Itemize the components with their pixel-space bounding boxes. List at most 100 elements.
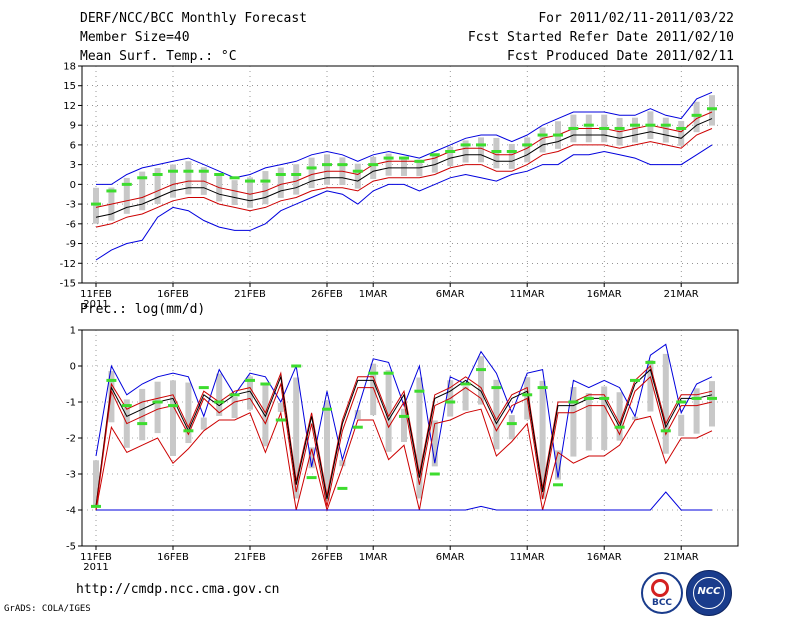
prec-ytick-label: -2 [66, 434, 76, 445]
prec-ensemble-box [585, 393, 592, 451]
prec-ensemble-box [370, 363, 377, 416]
temp-ytick-label: -15 [60, 279, 76, 290]
source-url[interactable]: http://cmdp.ncc.cma.gov.cn [76, 582, 280, 597]
temp-ensemble-box [431, 153, 438, 173]
temp-xtick-label: 21MAR [664, 289, 699, 300]
prec-ensemble-box [478, 356, 484, 405]
temp-ensemble-box [385, 153, 392, 176]
prec-ensemble-box [354, 410, 361, 420]
temp-ensemble-box [123, 177, 130, 214]
temp-ensemble-box [170, 164, 176, 198]
temp-series-max-line [96, 91, 713, 185]
temp-ensemble-box [370, 156, 377, 179]
prec-series-mean-line [95, 368, 713, 507]
prec-xtick-label: 21MAR [664, 552, 699, 563]
prec-ytick-label: -3 [66, 470, 76, 481]
prec-xtick-label: 1MAR [359, 552, 388, 563]
prec-ensemble-box [462, 386, 469, 411]
temp-ensemble-box [231, 180, 238, 206]
prec-ytick-label: -1 [66, 398, 76, 409]
chart-title: DERF/NCC/BCC Monthly Forecast [80, 11, 307, 26]
prec-ensemble-box [616, 392, 623, 441]
temp-series-mean-line [95, 118, 713, 218]
prec-ensemble-box [170, 380, 176, 456]
temp-ensemble-box [632, 117, 638, 143]
prec-ensemble-box [308, 447, 315, 469]
prec-ensemble-box [693, 388, 700, 434]
prec-ensemble-box [601, 386, 608, 450]
temp-ensemble-box [401, 156, 407, 176]
temp-ytick-label: 15 [63, 81, 76, 92]
prec-ytick-label: 0 [70, 362, 76, 373]
member-size: Member Size=40 [80, 30, 190, 45]
temp-frame [81, 65, 739, 284]
temp-ytick-label: 3 [70, 160, 76, 171]
forecast-period: For 2011/02/11-2011/03/22 [538, 11, 734, 26]
temp-series-mean--line [95, 128, 713, 228]
temp-ytick-label: -9 [66, 239, 76, 250]
prec-ensemble-box [570, 387, 577, 457]
temp-ensemble-box [277, 167, 284, 198]
bcc-logo: BCC [641, 572, 683, 614]
prec-year-label: 2011 [83, 562, 108, 573]
ncc-logo: NCC [686, 570, 732, 616]
prec-ensemble-box [324, 400, 330, 501]
temp-ensemble-box [524, 137, 531, 163]
prec-ensemble-box [385, 370, 392, 452]
prec-ytick-label: -5 [66, 542, 76, 553]
prec-xtick-label: 16MAR [587, 552, 622, 563]
prec-ensemble-box [678, 414, 685, 436]
temp-xtick-label: 6MAR [436, 289, 465, 300]
prec-ensemble-box [401, 408, 407, 443]
prec-ensemble-box [277, 402, 284, 412]
prec-ensemble-box [339, 460, 346, 467]
temp-ensemble-box [308, 157, 315, 189]
prec-ensemble-box [216, 373, 223, 416]
prec-xtick-label: 21FEB [234, 552, 266, 563]
prec-xtick-label: 16FEB [157, 552, 189, 563]
prec-ensemble-box [416, 377, 423, 499]
prec-xtick-label: 6MAR [436, 552, 465, 563]
prec-ensemble-box [93, 460, 99, 506]
temp-ensemble-box [678, 120, 685, 146]
temp-ensemble-box [539, 127, 546, 153]
temp-ensemble-box [493, 137, 500, 169]
prec-xtick-label: 26FEB [311, 552, 343, 563]
prec-ensemble-box [508, 415, 515, 440]
ncc-logo-text: NCC [697, 586, 721, 597]
prec-ensemble-box [709, 381, 715, 427]
prec-ensemble-box [154, 381, 161, 434]
temp-ensemble-box [662, 117, 669, 143]
temp-ytick-label: -3 [66, 200, 76, 211]
prec-ensemble-box [108, 370, 115, 423]
temp-ytick-label: 0 [70, 180, 76, 191]
prec-series-lower-line [95, 408, 713, 512]
prec-ensemble-box [185, 382, 192, 444]
prec-series-mean+-line [95, 365, 713, 507]
prec-ensemble-box [262, 382, 269, 447]
temp-ensemble-box [247, 177, 253, 208]
temp-ensemble-box [324, 154, 330, 185]
temp-ensemble-box [447, 146, 454, 167]
prec-ensemble-box [247, 376, 253, 410]
prec-series-mean--line [95, 375, 713, 511]
temp-ensemble-box [185, 161, 192, 195]
prec-ensemble-box [647, 360, 654, 412]
temp-ensemble-box [462, 140, 469, 163]
temp-year-label: 2011 [83, 299, 108, 310]
prec-xtick-label: 11FEB [80, 552, 112, 563]
temp-xtick-label: 1MAR [359, 289, 388, 300]
prec-ytick-label: 1 [70, 326, 76, 337]
grads-credit: GrADS: COLA/IGES [4, 604, 91, 614]
temp-series-mean+-line [95, 111, 713, 208]
temp-ytick-label: 9 [70, 121, 76, 132]
bcc-logo-text: BCC [651, 598, 673, 608]
forecast-start-date: Fcst Started Refer Date 2011/02/10 [467, 30, 734, 45]
temp-series-min-line [95, 144, 713, 261]
temp-xtick-label: 11MAR [510, 289, 545, 300]
temp-xtick-label: 11FEB [80, 289, 112, 300]
prec-ensemble-box [662, 353, 669, 454]
temp-ensemble-box [478, 137, 484, 163]
temp-ensemble-box [262, 171, 269, 205]
